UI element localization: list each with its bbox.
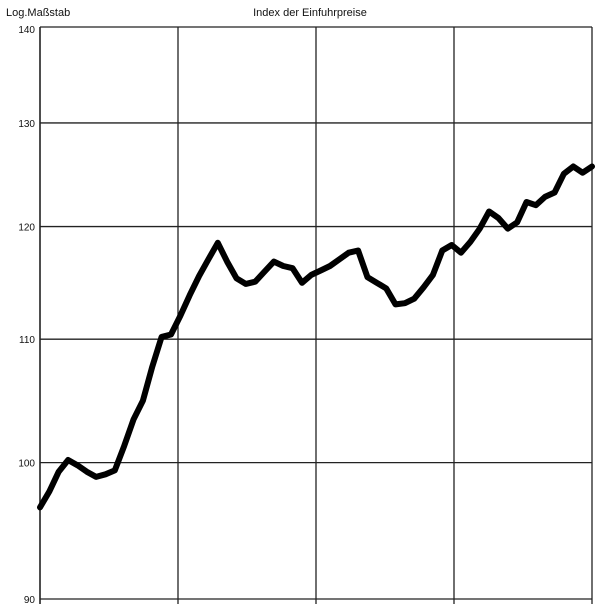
y-tick-label: 110: [19, 335, 35, 346]
series-layer: [37, 163, 595, 511]
grid: [39, 26, 593, 604]
y-tick-label: 90: [24, 595, 36, 606]
y-tick-labels: 90 100 110 120 130 140: [18, 25, 35, 606]
chart-title: Index der Einfuhrpreise: [253, 7, 367, 19]
y-tick-label: 120: [18, 223, 35, 234]
y-tick-label: 140: [18, 25, 35, 36]
y-tick-label: 100: [18, 459, 35, 470]
y-axis-label: Log.Maßstab: [6, 7, 70, 19]
series-line: [37, 163, 595, 511]
y-tick-label: 130: [18, 119, 35, 130]
